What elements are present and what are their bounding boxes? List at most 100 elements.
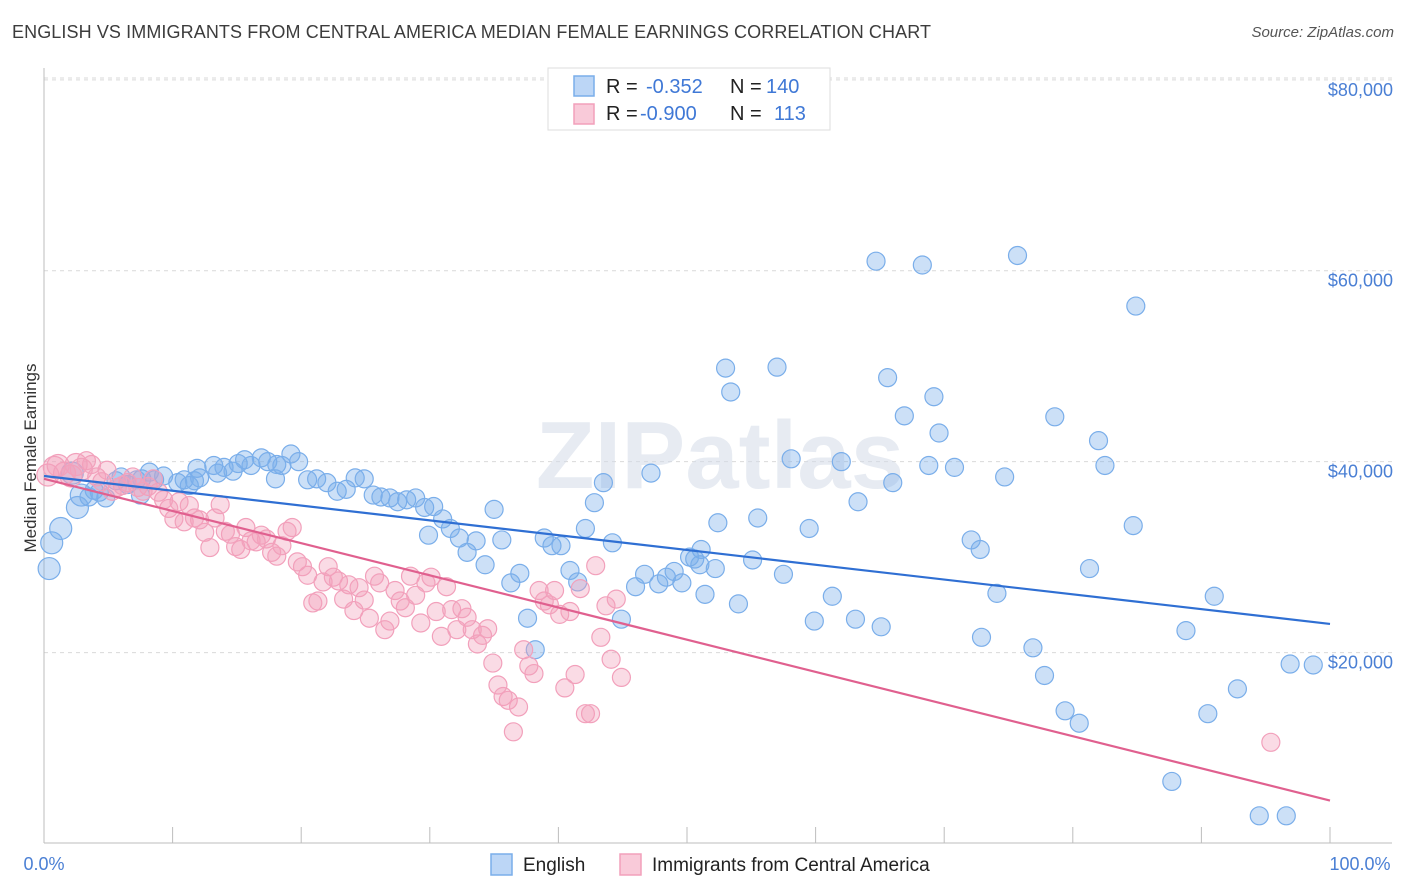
english-point <box>584 493 605 513</box>
english-point <box>1204 586 1224 606</box>
immigrants-trendline <box>43 477 1331 802</box>
immigrants-point <box>97 460 117 480</box>
immigrants-point <box>1261 732 1281 752</box>
immigrants-point <box>478 619 498 639</box>
immigrants-point <box>318 557 338 577</box>
english-point <box>799 518 819 539</box>
english-point <box>1280 654 1300 674</box>
english-point <box>894 406 914 426</box>
immigrants-point <box>570 579 590 599</box>
immigrants-point <box>349 578 369 598</box>
english-point <box>484 499 504 519</box>
english-point <box>672 573 692 593</box>
y-tick-label-2: $60,000 <box>1328 271 1393 291</box>
chart-title: ENGLISH VS IMMIGRANTS FROM CENTRAL AMERI… <box>12 22 932 42</box>
english-point <box>831 452 851 472</box>
immigrants-point <box>344 600 364 621</box>
immigrants-point <box>395 598 415 618</box>
immigrants-point <box>611 667 632 687</box>
english-point <box>995 467 1015 487</box>
immigrants-point <box>498 690 518 710</box>
english-point <box>1227 679 1248 699</box>
english-point <box>929 423 949 443</box>
x-tick-label-max: 100.0% <box>1329 854 1390 874</box>
immigrants-point <box>447 620 467 640</box>
english-point <box>65 495 90 520</box>
immigrants-swatch <box>573 103 595 125</box>
english-point <box>1007 245 1028 266</box>
immigrants-point <box>308 591 328 611</box>
english-point <box>1045 407 1065 427</box>
immigrants-point <box>544 580 565 601</box>
english-trendline <box>43 474 1331 626</box>
series-legend: English Immigrants from Central America <box>490 853 930 876</box>
legend-english-label: English <box>523 855 585 876</box>
english-point <box>883 473 903 493</box>
english-point <box>708 513 728 533</box>
n-value-english: 140 <box>766 76 799 98</box>
immigrants-point <box>313 572 333 592</box>
legend-immigrants-swatch <box>619 853 642 876</box>
english-point <box>970 539 990 560</box>
english-point <box>525 640 545 660</box>
immigrants-point <box>323 567 343 587</box>
immigrants-point <box>370 573 390 593</box>
immigrants-point <box>354 590 374 610</box>
english-point <box>625 577 646 597</box>
english-point <box>265 469 286 489</box>
immigrants-point <box>601 649 621 669</box>
immigrants-point <box>503 722 523 742</box>
immigrants-point <box>575 704 596 724</box>
english-point <box>1126 296 1146 316</box>
english-point <box>944 457 965 477</box>
immigrants-point <box>586 556 606 576</box>
trendlines <box>43 474 1331 802</box>
immigrants-point <box>488 675 508 695</box>
english-point <box>912 255 932 275</box>
immigrants-point <box>385 580 405 601</box>
immigrants-point <box>483 653 503 673</box>
english-point <box>822 586 842 606</box>
english-point <box>1162 771 1182 792</box>
english-point <box>1176 621 1196 641</box>
english-point <box>517 608 538 628</box>
immigrants-point <box>457 607 477 627</box>
english-point <box>49 516 73 541</box>
immigrants-point <box>76 451 97 471</box>
english-point <box>184 471 205 491</box>
legend-immigrants-label: Immigrants from Central America <box>652 855 930 876</box>
english-point <box>307 469 327 489</box>
english-point <box>866 251 886 271</box>
y-tick-label-3: $80,000 <box>1328 80 1393 100</box>
immigrants-point <box>596 596 616 616</box>
english-point <box>1095 455 1115 476</box>
english-point <box>1079 558 1100 579</box>
english-point <box>560 560 580 581</box>
immigrants-point <box>200 537 220 558</box>
y-axis-title: Median Female Earnings <box>21 364 40 553</box>
english-point <box>848 492 868 512</box>
english-point <box>1023 638 1043 658</box>
english-point <box>845 609 866 629</box>
immigrants-point <box>210 495 230 515</box>
english-point <box>466 531 486 551</box>
immigrants-point <box>442 600 462 620</box>
immigrants-point <box>267 546 287 566</box>
english-point <box>1303 655 1323 675</box>
english-point <box>281 444 301 464</box>
english-point <box>871 617 891 637</box>
english-point <box>40 531 64 555</box>
immigrants-point <box>169 492 189 512</box>
immigrants-point <box>406 585 426 605</box>
y-tick-label-1: $40,000 <box>1328 462 1393 482</box>
immigrants-point <box>524 663 544 684</box>
english-point <box>919 455 939 476</box>
english-point <box>715 358 736 378</box>
immigrants-point <box>493 686 513 707</box>
english-point <box>37 556 61 581</box>
english-point <box>1249 806 1269 826</box>
r-label-immigrants: R = <box>606 103 638 125</box>
y-tick-labels: $20,000 $40,000 $60,000 $80,000 <box>1328 80 1393 673</box>
english-point <box>705 558 725 579</box>
immigrants-point <box>580 704 601 724</box>
